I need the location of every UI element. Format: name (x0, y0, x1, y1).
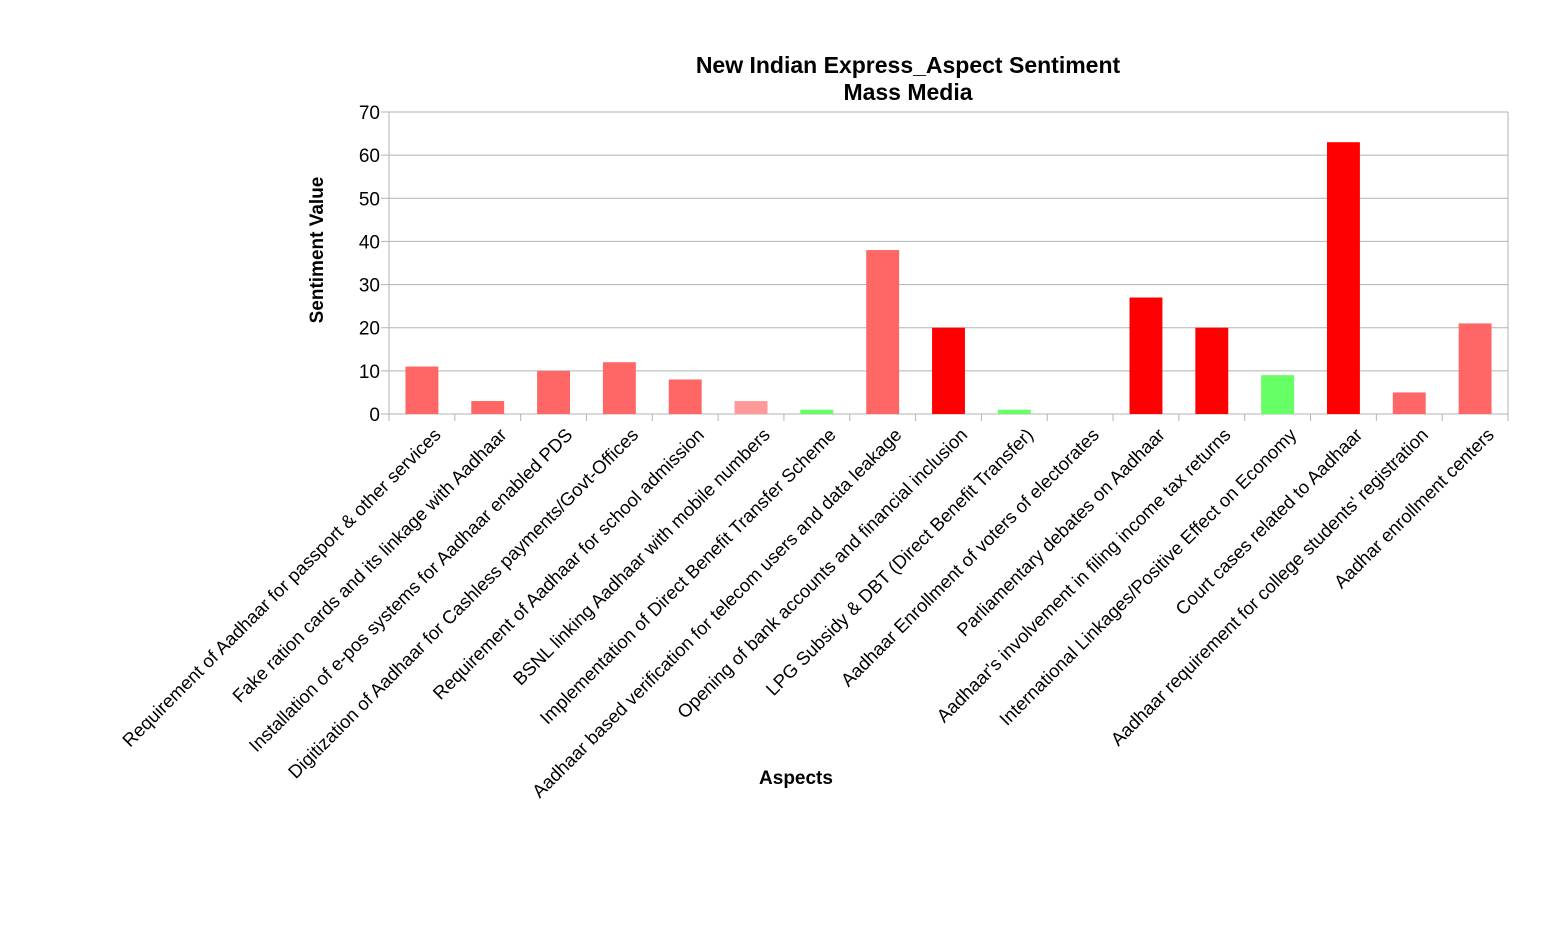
bar (866, 250, 900, 414)
y-tick-label: 50 (359, 189, 380, 210)
bar (1261, 375, 1295, 414)
x-tick-label: Requirement of Aadhaar for passport & ot… (118, 424, 445, 751)
bar (602, 362, 636, 414)
x-axis-title: Aspects (759, 768, 833, 789)
y-axis-ticks: 0 10 20 30 40 50 60 70 (359, 103, 380, 426)
bars (405, 142, 1492, 414)
x-tick-label: Aadhaar requirement for college students… (1106, 424, 1432, 750)
bar (932, 327, 965, 414)
chart-subtitle: Mass Media (843, 79, 972, 105)
bar (1326, 142, 1360, 414)
bar (405, 366, 439, 414)
y-tick-label: 30 (359, 276, 380, 297)
bar (734, 401, 768, 414)
bar (1129, 297, 1163, 414)
y-tick-label: 20 (359, 319, 380, 340)
y-tick-label: 60 (359, 146, 380, 167)
y-axis-title: Sentiment Value (307, 177, 328, 324)
bar (471, 401, 505, 414)
bar (1195, 327, 1229, 414)
bar (800, 409, 834, 414)
bar (668, 379, 702, 414)
y-tick-label: 70 (359, 103, 380, 124)
chart-title: New Indian Express_Aspect Sentiment (696, 52, 1121, 78)
bar (1392, 392, 1426, 414)
y-tick-label: 40 (359, 232, 380, 253)
bar (1458, 323, 1492, 414)
bar (537, 370, 571, 414)
bar (997, 409, 1031, 414)
x-axis-category-labels: Requirement of Aadhaar for passport & ot… (118, 423, 1498, 801)
y-tick-label: 10 (359, 362, 380, 383)
y-tick-label: 0 (369, 405, 380, 426)
x-tick-label: International Linkages/Positive Effect o… (995, 423, 1301, 729)
